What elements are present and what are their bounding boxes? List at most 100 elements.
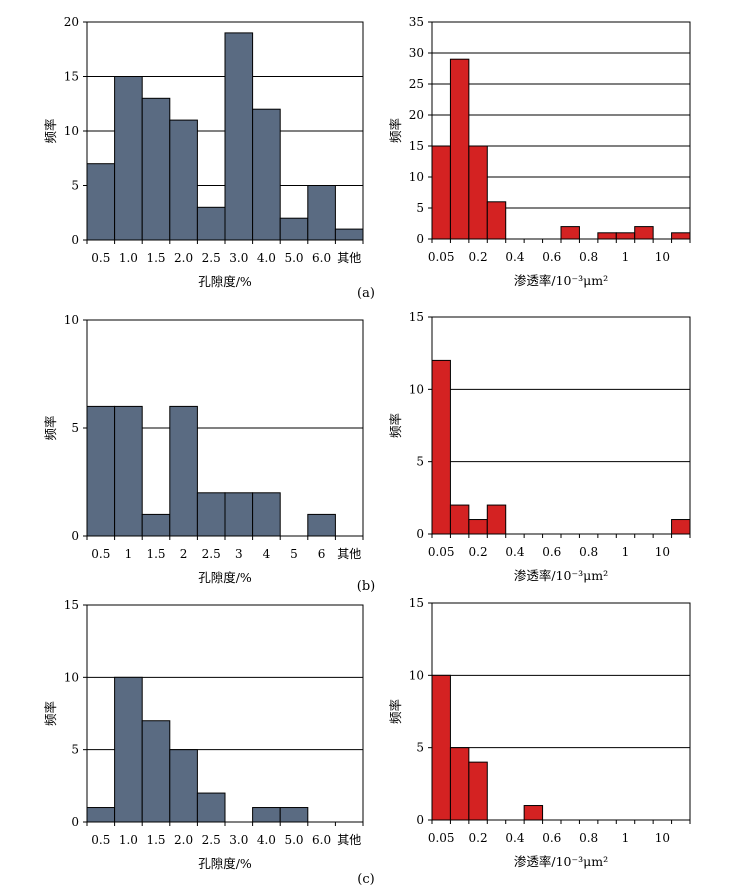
- plot-frame: [431, 316, 691, 535]
- x-tick-label-10: 1: [622, 831, 630, 845]
- bar-6: [252, 492, 281, 537]
- y-tick-label-2: 10: [64, 124, 79, 138]
- x-tick-label-9: 其他: [337, 833, 361, 847]
- y-tick-label-0: 0: [416, 527, 424, 541]
- bar-2: [468, 145, 488, 240]
- bar-8: [307, 185, 336, 241]
- bar-4: [196, 492, 226, 537]
- bar-11: [634, 226, 654, 240]
- y-tick-label-2: 10: [64, 313, 79, 327]
- bar-0: [86, 163, 116, 241]
- x-tick-label-5: 3: [235, 547, 243, 561]
- bar-1: [449, 58, 470, 240]
- bar-1: [449, 747, 470, 821]
- x-tick-label-0: 0.5: [91, 547, 110, 561]
- bar-2: [468, 519, 488, 535]
- x-tick-label-5: 3.0: [229, 251, 248, 265]
- y-tick-label-0: 0: [416, 232, 424, 246]
- bar-4: [196, 792, 226, 823]
- x-tick-label-6: 4.0: [257, 833, 276, 847]
- x-tick-label-2: 1.5: [146, 833, 165, 847]
- x-tick-label-7: 5.0: [284, 251, 303, 265]
- panel-label-b: (b): [357, 579, 375, 594]
- x-tick-label-8: 0.8: [579, 250, 598, 264]
- bar-2: [141, 513, 171, 537]
- x-tick-label-4: 2.5: [202, 833, 221, 847]
- bar-7: [279, 807, 309, 823]
- y-tick-label-4: 20: [409, 108, 424, 122]
- y-tick-label-2: 10: [409, 170, 424, 184]
- panel-label-a: (a): [357, 286, 375, 301]
- bar-9: [334, 228, 364, 241]
- x-tick-label-0: 0.05: [428, 831, 455, 845]
- x-tick-label-4: 2.5: [202, 547, 221, 561]
- x-tick-label-1: 1.0: [119, 833, 138, 847]
- bar-6: [252, 108, 281, 241]
- x-axis-label: 渗透率/10⁻³μm²: [514, 854, 608, 869]
- y-tick-label-3: 15: [64, 598, 79, 612]
- bar-6: [252, 807, 281, 823]
- bar-10: [615, 232, 636, 240]
- x-axis-label: 渗透率/10⁻³μm²: [514, 568, 608, 583]
- x-axis-label: 孔隙度/%: [198, 856, 252, 871]
- bar-13: [671, 232, 691, 240]
- chart-c-permeability: 0 5 10 15 0.05 0.2 0.4 0.6 0.8 1 10 渗透率/10⁻³μm² 频率: [388, 596, 691, 869]
- bar-7: [560, 226, 580, 240]
- x-tick-label-12: 10: [655, 545, 670, 559]
- bar-0: [86, 807, 116, 823]
- bar-0: [431, 674, 451, 821]
- x-tick-label-6: 0.6: [542, 831, 561, 845]
- y-tick-label-7: 35: [409, 15, 424, 29]
- x-tick-label-9: 其他: [337, 251, 361, 265]
- x-tick-label-10: 1: [622, 250, 630, 264]
- chart-b-permeability: 0 5 10 15 0.05 0.2 0.4 0.6 0.8 1 10 渗透率/10⁻³μm² 频率: [388, 310, 691, 583]
- x-tick-label-4: 0.4: [505, 250, 524, 264]
- x-axis-label: 孔隙度/%: [198, 570, 252, 585]
- x-tick-label-6: 4: [263, 547, 271, 561]
- x-tick-label-12: 10: [655, 831, 670, 845]
- x-tick-label-5: 3.0: [229, 833, 248, 847]
- bar-8: [307, 513, 336, 537]
- y-tick-label-4: 20: [64, 15, 79, 29]
- bar-0: [86, 405, 116, 537]
- x-tick-label-4: 2.5: [202, 251, 221, 265]
- y-tick-label-2: 10: [409, 668, 424, 682]
- x-tick-label-2: 0.2: [469, 831, 488, 845]
- bar-7: [279, 217, 309, 241]
- x-tick-label-8: 0.8: [579, 831, 598, 845]
- y-tick-label-1: 5: [416, 201, 424, 215]
- bar-1: [114, 676, 143, 823]
- y-tick-label-1: 5: [71, 421, 79, 435]
- bar-1: [114, 405, 143, 537]
- x-tick-label-0: 0.05: [428, 545, 455, 559]
- y-tick-label-1: 5: [416, 741, 424, 755]
- bar-2: [468, 761, 488, 821]
- y-tick-label-5: 25: [409, 77, 424, 91]
- bar-5: [224, 492, 254, 537]
- bar-3: [169, 405, 198, 537]
- y-axis-label: 频率: [43, 415, 58, 440]
- y-tick-label-1: 5: [71, 179, 79, 193]
- x-axis-label: 孔隙度/%: [198, 274, 252, 289]
- bar-5: [224, 32, 254, 241]
- bar-1: [114, 76, 143, 241]
- bar-3: [486, 201, 507, 240]
- bar-1: [449, 504, 470, 535]
- bar-3: [169, 749, 198, 823]
- x-axis-label: 渗透率/10⁻³μm²: [514, 273, 608, 288]
- x-tick-label-2: 1.5: [146, 547, 165, 561]
- x-tick-label-1: 1.0: [119, 251, 138, 265]
- x-tick-label-4: 0.4: [505, 831, 524, 845]
- bar-2: [141, 720, 171, 823]
- y-tick-label-0: 0: [71, 233, 79, 247]
- x-tick-label-3: 2.0: [174, 251, 193, 265]
- y-tick-label-0: 0: [416, 813, 424, 827]
- x-tick-label-1: 1: [125, 547, 133, 561]
- bar-2: [141, 97, 171, 241]
- bar-3: [169, 119, 198, 241]
- y-tick-label-3: 15: [409, 310, 424, 324]
- y-tick-label-3: 15: [409, 596, 424, 610]
- y-tick-label-2: 10: [409, 382, 424, 396]
- x-tick-label-8: 6.0: [312, 833, 331, 847]
